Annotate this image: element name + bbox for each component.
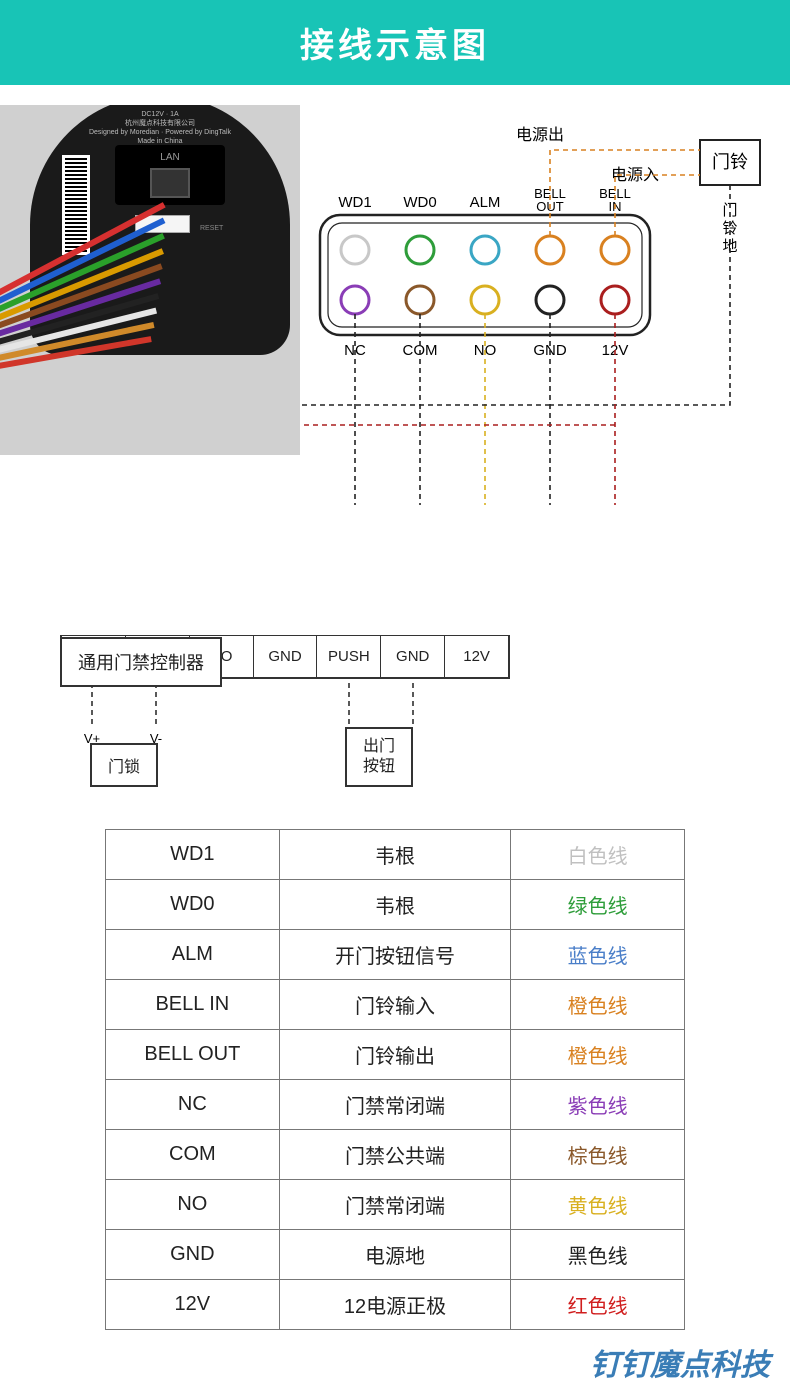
- lbl-bell: 门铃: [712, 152, 748, 172]
- footer-brand: 钉钉魔点科技: [0, 1330, 790, 1394]
- desc-cell: 电源地: [279, 1230, 511, 1280]
- port-bell_in: [601, 236, 629, 264]
- terminal-gnd-5: GND: [381, 636, 445, 677]
- wire-cell: 黑色线: [511, 1230, 685, 1280]
- wire-cell: 橙色线: [511, 1030, 685, 1080]
- pin-cell: WD1: [106, 830, 280, 880]
- terminal-push-4: PUSH: [317, 636, 381, 677]
- port-wd0: [406, 236, 434, 264]
- table-row: NC门禁常闭端紫色线: [106, 1080, 685, 1130]
- desc-cell: 门铃输入: [279, 980, 511, 1030]
- wire-cell: 白色线: [511, 830, 685, 880]
- desc-cell: 开门按钮信号: [279, 930, 511, 980]
- wire-cell: 紫色线: [511, 1080, 685, 1130]
- device-photo: DC12V · 1A杭州魔点科技有限公司Designed by Moredian…: [0, 105, 300, 455]
- pin-cell: NC: [106, 1080, 280, 1130]
- exit-btn-box: 出门按钮: [345, 727, 413, 787]
- pin-cell: BELL OUT: [106, 1030, 280, 1080]
- table-row: GND电源地黑色线: [106, 1230, 685, 1280]
- lan-label: LAN: [160, 152, 179, 163]
- pin-cell: WD0: [106, 880, 280, 930]
- pin-cell: 12V: [106, 1280, 280, 1330]
- controller-box: 通用门禁控制器: [60, 637, 222, 687]
- pin-cell: GND: [106, 1230, 280, 1280]
- table-row: ALM开门按钮信号蓝色线: [106, 930, 685, 980]
- pin-table-wrap: WD1韦根白色线WD0韦根绿色线ALM开门按钮信号蓝色线BELL IN门铃输入橙…: [105, 829, 685, 1330]
- wire-cell: 红色线: [511, 1280, 685, 1330]
- table-row: 12V12电源正极红色线: [106, 1280, 685, 1330]
- device-print-text: DC12V · 1A杭州魔点科技有限公司Designed by Moredian…: [30, 110, 290, 146]
- table-row: WD0韦根绿色线: [106, 880, 685, 930]
- lbl-power-out: 电源出: [516, 126, 564, 144]
- desc-cell: 韦根: [279, 880, 511, 930]
- port-bell_out: [536, 236, 564, 264]
- port-nc: [341, 286, 369, 314]
- desc-cell: 门禁常闭端: [279, 1080, 511, 1130]
- barcode-sticker: [62, 155, 90, 255]
- table-row: NO门禁常闭端黄色线: [106, 1180, 685, 1230]
- wire-cell: 蓝色线: [511, 930, 685, 980]
- desc-cell: 韦根: [279, 830, 511, 880]
- port-com: [406, 286, 434, 314]
- table-row: BELL IN门铃输入橙色线: [106, 980, 685, 1030]
- lan-port: LAN: [115, 145, 225, 205]
- lock-box: 门锁: [90, 743, 158, 787]
- port-gnd: [536, 286, 564, 314]
- terminal-gnd-3: GND: [254, 636, 318, 677]
- reset-label: RESET: [200, 225, 223, 232]
- lbl-wd0: WD0: [403, 194, 436, 211]
- desc-cell: 门禁常闭端: [279, 1180, 511, 1230]
- desc-cell: 12电源正极: [279, 1280, 511, 1330]
- desc-cell: 门铃输出: [279, 1030, 511, 1080]
- wire-bundle: [0, 285, 270, 455]
- port-wd1: [341, 236, 369, 264]
- lbl-alm: ALM: [470, 194, 501, 211]
- pin-cell: NO: [106, 1180, 280, 1230]
- pin-table: WD1韦根白色线WD0韦根绿色线ALM开门按钮信号蓝色线BELL IN门铃输入橙…: [105, 829, 685, 1330]
- port-alm: [471, 236, 499, 264]
- wiring-diagram: WD1 WD0 ALM BELL OUT BELL IN NC COM NO G…: [300, 105, 780, 625]
- wire-cell: 绿色线: [511, 880, 685, 930]
- controller-row: NCGNDNOGNDPUSHGND12V V+ V- 门锁 出门按钮 通用门禁控…: [0, 625, 790, 679]
- top-section: DC12V · 1A杭州魔点科技有限公司Designed by Moredian…: [0, 85, 790, 625]
- wire-cell: 橙色线: [511, 980, 685, 1030]
- table-row: WD1韦根白色线: [106, 830, 685, 880]
- port-v12: [601, 286, 629, 314]
- lbl-wd1: WD1: [338, 194, 371, 211]
- wire-cell: 黄色线: [511, 1180, 685, 1230]
- pin-cell: BELL IN: [106, 980, 280, 1030]
- port-no: [471, 286, 499, 314]
- table-row: BELL OUT门铃输出橙色线: [106, 1030, 685, 1080]
- pin-cell: ALM: [106, 930, 280, 980]
- terminal-12v-6: 12V: [445, 636, 508, 677]
- page-title: 接线示意图: [0, 0, 790, 85]
